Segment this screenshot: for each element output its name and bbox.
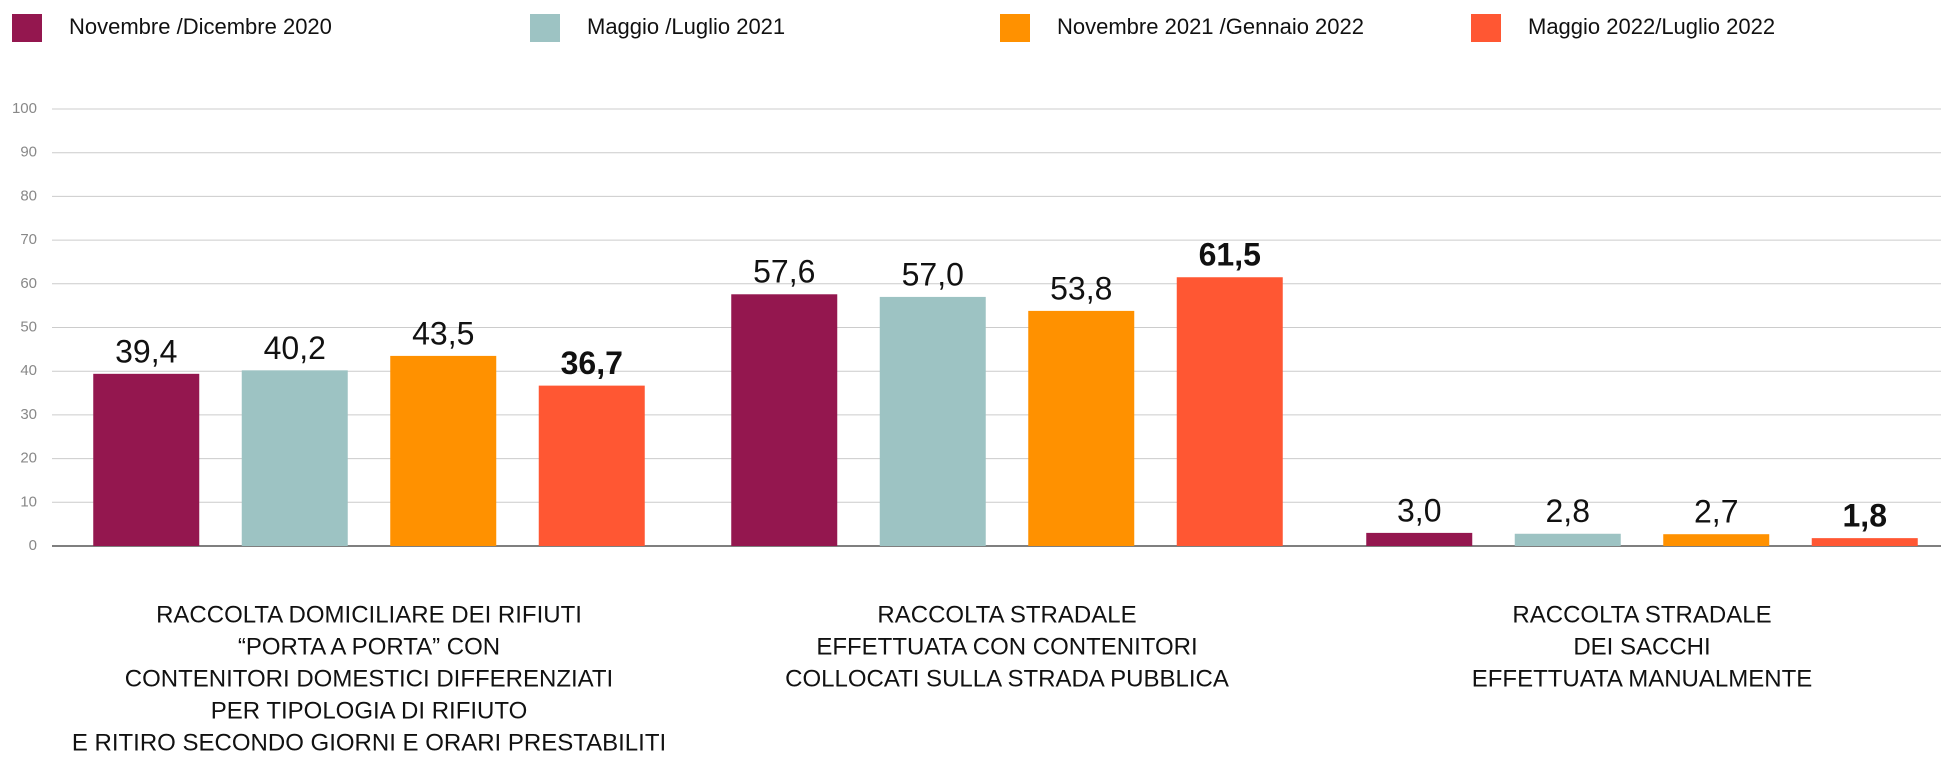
legend-swatch — [1000, 14, 1030, 42]
bar — [538, 385, 645, 546]
legend-swatch — [12, 14, 42, 42]
x-tick-label: RACCOLTA STRADALE — [877, 601, 1136, 628]
legend-swatch — [530, 14, 560, 42]
value-label: 3,0 — [1397, 492, 1441, 528]
y-tick-label: 100 — [12, 100, 37, 117]
legend-label: Novembre 2021 /Gennaio 2022 — [1057, 14, 1364, 39]
bar — [1028, 310, 1135, 546]
y-tick-label: 80 — [20, 187, 37, 204]
x-tick-label: “PORTA A PORTA” CON — [238, 633, 500, 660]
y-tick-label: 50 — [20, 318, 37, 335]
value-label: 61,5 — [1199, 237, 1261, 273]
y-tick-label: 70 — [20, 231, 37, 248]
y-tick-label: 0 — [29, 537, 37, 554]
value-label: 43,5 — [412, 315, 474, 351]
x-tick-label: CONTENITORI DOMESTICI DIFFERENZIATI — [125, 665, 613, 692]
legend-label: Maggio 2022/Luglio 2022 — [1528, 14, 1775, 39]
x-tick-label: EFFETTUATA MANUALMENTE — [1472, 665, 1812, 692]
bar — [1811, 538, 1918, 546]
x-tick-label: COLLOCATI SULLA STRADA PUBBLICA — [785, 665, 1229, 692]
bar — [1176, 277, 1283, 546]
y-tick-label: 60 — [20, 275, 37, 292]
bar — [731, 294, 838, 546]
bar — [93, 373, 200, 546]
bar — [879, 296, 986, 546]
legend-label: Novembre /Dicembre 2020 — [69, 14, 332, 39]
value-label: 53,8 — [1050, 270, 1112, 306]
legend-label: Maggio /Luglio 2021 — [587, 14, 785, 39]
bar — [1514, 533, 1621, 546]
value-label: 1,8 — [1843, 498, 1887, 534]
y-tick-label: 90 — [20, 144, 37, 161]
x-tick-label: EFFETTUATA CON CONTENITORI — [816, 633, 1197, 660]
legend-swatch — [1471, 14, 1501, 42]
value-label: 39,4 — [115, 333, 177, 369]
x-tick-label: RACCOLTA STRADALE — [1512, 601, 1771, 628]
value-label: 2,8 — [1546, 493, 1590, 529]
value-label: 36,7 — [561, 345, 623, 381]
y-tick-label: 20 — [20, 450, 37, 467]
value-label: 57,0 — [902, 256, 964, 292]
y-tick-label: 10 — [20, 493, 37, 510]
y-tick-label: 30 — [20, 406, 37, 423]
x-tick-label: PER TIPOLOGIA DI RIFIUTO — [211, 697, 528, 724]
x-tick-label: RACCOLTA DOMICILIARE DEI RIFIUTI — [156, 601, 582, 628]
bar — [390, 355, 497, 546]
bar — [241, 370, 348, 546]
value-label: 2,7 — [1694, 494, 1738, 530]
x-tick-label: DEI SACCHI — [1573, 633, 1710, 660]
x-tick-label: E RITIRO SECONDO GIORNI E ORARI PRESTABI… — [72, 729, 666, 756]
value-label: 40,2 — [264, 330, 326, 366]
bar — [1663, 534, 1770, 546]
value-label: 57,6 — [753, 254, 815, 290]
y-tick-label: 40 — [20, 362, 37, 379]
bar — [1366, 532, 1473, 546]
